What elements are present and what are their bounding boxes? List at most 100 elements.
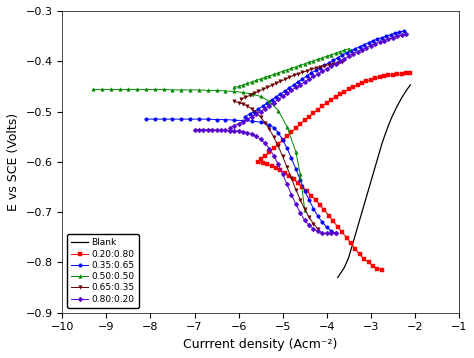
0.65:0.35 <box>306 215 312 219</box>
0.80:0.20 <box>222 128 228 132</box>
Blank <box>348 248 354 252</box>
0.65:0.35 <box>275 144 281 149</box>
0.35:0.65 <box>280 137 285 142</box>
Blank <box>401 92 407 97</box>
0.35:0.65 <box>231 118 237 122</box>
0.20:0.80 <box>291 177 297 182</box>
0.50:0.50 <box>170 88 175 92</box>
Blank <box>388 118 393 122</box>
0.35:0.65 <box>284 146 290 150</box>
0.50:0.50 <box>240 90 246 95</box>
0.20:0.80 <box>300 185 305 189</box>
0.20:0.80 <box>322 208 328 212</box>
0.65:0.35 <box>266 127 272 131</box>
0.20:0.80 <box>264 162 270 166</box>
Blank <box>390 113 396 117</box>
0.50:0.50 <box>249 92 255 96</box>
Blank <box>408 83 413 87</box>
0.65:0.35 <box>236 100 241 105</box>
0.35:0.65 <box>170 117 175 121</box>
0.65:0.35 <box>284 165 290 170</box>
Legend: Blank, 0.20:0.80, 0.35:0.65, 0.50:0.50, 0.65:0.35, 0.80:0.20: Blank, 0.20:0.80, 0.35:0.65, 0.50:0.50, … <box>67 234 139 308</box>
Blank <box>370 172 376 176</box>
0.80:0.20 <box>218 128 224 132</box>
0.80:0.20 <box>205 127 210 132</box>
0.80:0.20 <box>249 132 255 136</box>
0.20:0.80 <box>339 230 345 234</box>
Line: 0.65:0.35: 0.65:0.35 <box>232 100 319 231</box>
0.80:0.20 <box>284 182 290 187</box>
0.80:0.20 <box>191 127 197 132</box>
0.35:0.65 <box>205 117 210 121</box>
0.65:0.35 <box>240 102 246 106</box>
0.20:0.80 <box>330 219 336 223</box>
0.35:0.65 <box>258 120 264 124</box>
0.80:0.20 <box>315 229 321 233</box>
0.35:0.65 <box>310 207 316 211</box>
Line: 0.50:0.50: 0.50:0.50 <box>91 88 306 211</box>
0.35:0.65 <box>271 126 277 130</box>
0.20:0.80 <box>379 268 384 272</box>
0.50:0.50 <box>117 87 122 92</box>
0.80:0.20 <box>245 131 250 135</box>
0.65:0.35 <box>254 110 259 115</box>
0.50:0.50 <box>108 87 114 92</box>
0.65:0.35 <box>245 104 250 108</box>
Line: 0.80:0.20: 0.80:0.20 <box>193 128 337 235</box>
Blank <box>346 255 352 260</box>
Line: 0.20:0.80: 0.20:0.80 <box>256 160 383 272</box>
Blank <box>383 130 389 134</box>
0.50:0.50 <box>258 94 264 98</box>
0.50:0.50 <box>91 87 96 92</box>
0.20:0.80 <box>357 252 363 257</box>
Blank <box>335 275 340 280</box>
0.50:0.50 <box>152 87 158 92</box>
0.50:0.50 <box>143 87 149 92</box>
Blank <box>355 225 360 229</box>
Blank <box>377 150 383 154</box>
0.50:0.50 <box>275 108 281 113</box>
0.80:0.20 <box>231 129 237 133</box>
0.20:0.80 <box>348 241 354 246</box>
0.35:0.65 <box>152 117 158 121</box>
0.20:0.80 <box>326 213 332 218</box>
0.20:0.80 <box>295 181 301 185</box>
0.65:0.35 <box>302 207 308 211</box>
0.35:0.65 <box>143 117 149 121</box>
Blank <box>359 210 365 214</box>
0.65:0.35 <box>249 107 255 111</box>
0.50:0.50 <box>266 100 272 104</box>
0.20:0.80 <box>317 203 323 207</box>
0.35:0.65 <box>214 117 219 122</box>
0.80:0.20 <box>302 218 308 222</box>
0.50:0.50 <box>293 150 299 154</box>
Blank <box>357 218 363 222</box>
0.80:0.20 <box>324 231 329 236</box>
Blank <box>368 180 374 184</box>
Blank <box>381 136 387 140</box>
0.80:0.20 <box>297 211 303 215</box>
0.20:0.80 <box>353 247 358 251</box>
0.80:0.20 <box>280 172 285 176</box>
0.50:0.50 <box>99 87 105 92</box>
0.20:0.80 <box>361 257 367 261</box>
0.65:0.35 <box>315 227 321 231</box>
0.80:0.20 <box>214 128 219 132</box>
0.50:0.50 <box>222 89 228 93</box>
Blank <box>397 100 402 104</box>
0.50:0.50 <box>135 87 140 92</box>
0.65:0.35 <box>231 100 237 104</box>
0.65:0.35 <box>289 176 294 180</box>
Blank <box>374 157 380 161</box>
0.35:0.65 <box>187 117 193 121</box>
0.20:0.80 <box>304 189 310 193</box>
0.20:0.80 <box>286 174 292 178</box>
0.20:0.80 <box>260 161 265 165</box>
0.20:0.80 <box>255 160 261 164</box>
0.80:0.20 <box>275 162 281 166</box>
0.80:0.20 <box>240 130 246 134</box>
0.35:0.65 <box>315 214 321 218</box>
0.35:0.65 <box>306 198 312 202</box>
Y-axis label: E vs SCE (Volts): E vs SCE (Volts) <box>7 113 20 211</box>
Blank <box>385 124 391 128</box>
